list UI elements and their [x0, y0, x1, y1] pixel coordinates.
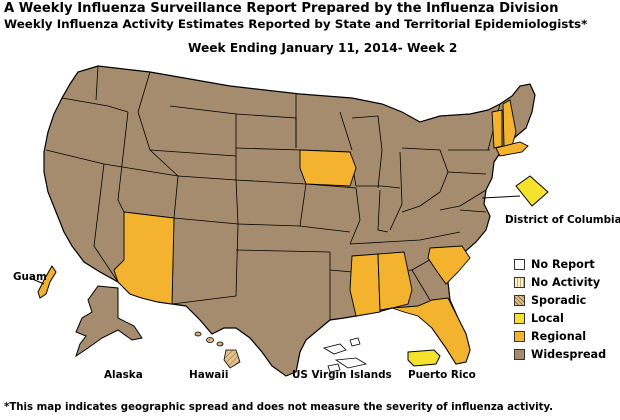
legend-item-no-report: No Report	[514, 255, 606, 273]
state-mississippi	[349, 253, 381, 317]
legend-item-widespread: Widespread	[514, 345, 606, 363]
legend-label: Regional	[531, 329, 587, 343]
dc-leader-line	[481, 195, 521, 199]
legend-swatch-regional	[514, 330, 525, 342]
hawaii-islands	[194, 331, 241, 369]
usvi-label: US Virgin Islands	[292, 369, 392, 381]
hawaii-label: Hawaii	[189, 369, 229, 381]
dc-label: District of Columbia	[505, 214, 620, 226]
puerto-rico	[407, 349, 441, 367]
guam-leader-line	[29, 277, 45, 285]
state-iowa	[299, 149, 357, 187]
footnote: *This map indicates geographic spread an…	[4, 402, 554, 413]
legend-item-sporadic: Sporadic	[514, 291, 606, 309]
state-south-carolina	[427, 245, 471, 285]
legend-label: Sporadic	[531, 293, 587, 307]
legend-item-regional: Regional	[514, 327, 606, 345]
guam	[37, 265, 57, 299]
legend-swatch-widespread	[514, 348, 525, 360]
state-alabama	[377, 251, 413, 311]
hawaii-island-2	[206, 337, 214, 343]
state-florida	[391, 297, 471, 365]
state-new-hampshire	[502, 99, 517, 147]
map-legend: No Report No Activity Sporadic Local Reg…	[514, 255, 606, 363]
usvi-islands	[322, 337, 368, 373]
legend-label: No Report	[531, 257, 595, 271]
hawaii-island-3	[216, 341, 224, 347]
week-label: Week Ending January 11, 2014- Week 2	[188, 41, 458, 55]
dc-indicator	[515, 175, 549, 207]
alaska	[75, 285, 143, 358]
legend-swatch-no-report	[514, 258, 525, 270]
legend-label: Widespread	[531, 347, 607, 361]
report-title: A Weekly Influenza Surveillance Report P…	[4, 1, 559, 16]
legend-label: Local	[531, 311, 564, 325]
pr-label: Puerto Rico	[408, 369, 476, 381]
legend-item-no-activity: No Activity	[514, 273, 606, 291]
hawaii-island-1	[194, 331, 202, 337]
alaska-label: Alaska	[104, 369, 143, 381]
legend-label: No Activity	[531, 275, 601, 289]
guam-label: Guam	[13, 271, 47, 283]
legend-swatch-local	[514, 312, 525, 324]
state-vermont	[491, 109, 503, 149]
report-subtitle: Weekly Influenza Activity Estimates Repo…	[4, 17, 588, 31]
legend-item-local: Local	[514, 309, 606, 327]
legend-swatch-sporadic	[514, 294, 525, 306]
hawaii-island-big	[223, 349, 241, 369]
legend-swatch-no-activity	[514, 276, 525, 288]
state-arizona	[113, 211, 175, 305]
state-massachusetts	[495, 141, 529, 157]
